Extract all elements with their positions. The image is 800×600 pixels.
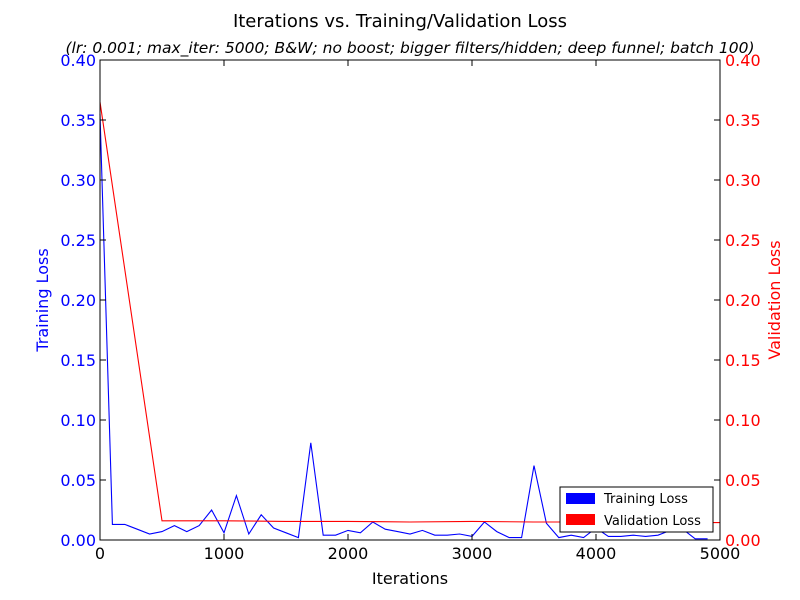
legend-swatch-validation bbox=[566, 514, 595, 525]
left-y-tick-label: 0.20 bbox=[60, 291, 96, 310]
right-y-tick-label: 0.40 bbox=[725, 51, 761, 70]
right-y-tick-label: 0.25 bbox=[725, 231, 761, 250]
left-y-tick-label: 0.30 bbox=[60, 171, 96, 190]
x-tick-label: 5000 bbox=[700, 544, 741, 563]
left-y-tick-label: 0.25 bbox=[60, 231, 96, 250]
x-axis-ticks: 0 1000 2000 3000 4000 5000 bbox=[95, 60, 740, 563]
left-y-axis-title: Training Loss bbox=[33, 248, 52, 352]
left-y-tick-label: 0.35 bbox=[60, 111, 96, 130]
x-tick-label: 1000 bbox=[204, 544, 245, 563]
x-tick-label: 4000 bbox=[576, 544, 617, 563]
x-tick-label: 0 bbox=[95, 544, 105, 563]
right-y-tick-label: 0.35 bbox=[725, 111, 761, 130]
chart-subtitle: (lr: 0.001; max_iter: 5000; B&W; no boos… bbox=[66, 39, 755, 58]
right-y-tick-label: 0.30 bbox=[725, 171, 761, 190]
right-y-tick-label: 0.00 bbox=[725, 531, 761, 550]
right-y-axis-ticks: 0.00 0.05 0.10 0.15 0.20 0.25 0.30 0.35 0.40 bbox=[714, 51, 761, 550]
left-y-tick-label: 0.10 bbox=[60, 411, 96, 430]
x-tick-label: 3000 bbox=[452, 544, 493, 563]
right-y-tick-label: 0.05 bbox=[725, 471, 761, 490]
left-y-tick-label: 0.05 bbox=[60, 471, 96, 490]
left-y-tick-label: 0.00 bbox=[60, 531, 96, 550]
legend-swatch-training bbox=[566, 493, 595, 504]
left-y-tick-label: 0.40 bbox=[60, 51, 96, 70]
series-line-validation bbox=[99, 101, 720, 524]
chart-title: Iterations vs. Training/Validation Loss bbox=[233, 11, 567, 32]
plot-frame bbox=[99, 59, 721, 541]
x-tick-label: 2000 bbox=[328, 544, 369, 563]
legend-label-validation: Validation Loss bbox=[604, 514, 701, 529]
left-y-axis-ticks: 0.00 0.05 0.10 0.15 0.20 0.25 0.30 0.35 0.40 bbox=[60, 51, 106, 550]
right-y-tick-label: 0.20 bbox=[725, 291, 761, 310]
legend-label-training: Training Loss bbox=[603, 492, 688, 507]
right-y-tick-label: 0.10 bbox=[725, 411, 761, 430]
x-axis-title: Iterations bbox=[372, 569, 448, 588]
right-y-tick-label: 0.15 bbox=[725, 351, 761, 370]
left-y-tick-label: 0.15 bbox=[60, 351, 96, 370]
legend: Training Loss Validation Loss bbox=[559, 486, 714, 533]
right-y-axis-title: Validation Loss bbox=[765, 240, 784, 359]
series-line-training bbox=[99, 113, 708, 540]
plot-lines bbox=[99, 101, 720, 540]
